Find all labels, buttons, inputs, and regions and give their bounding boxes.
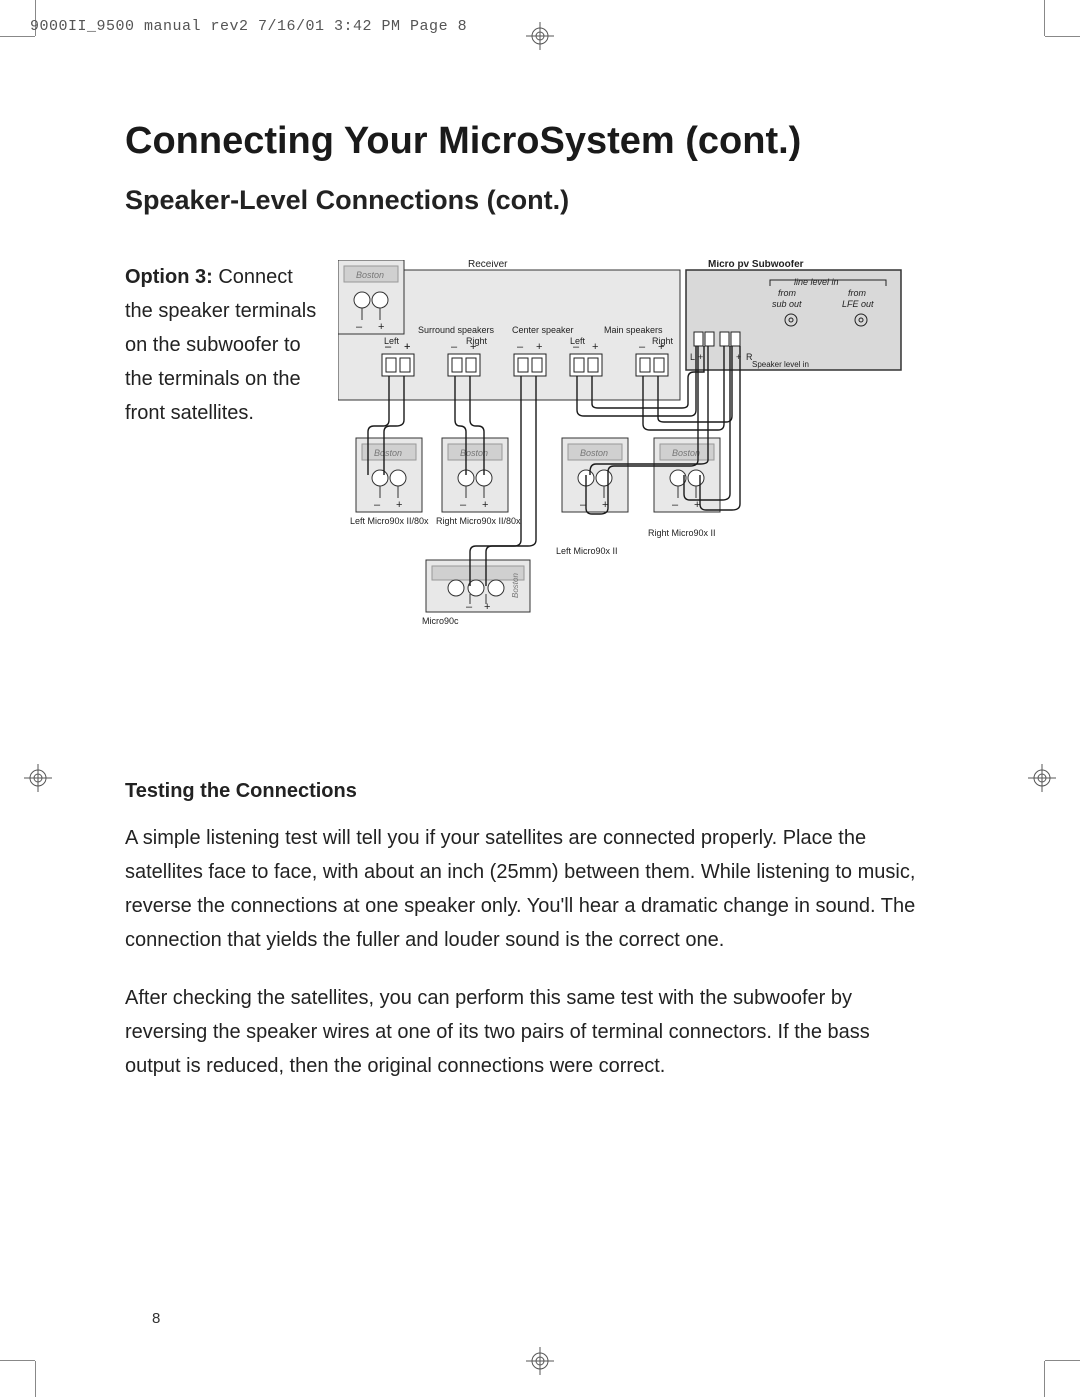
svg-text:+: + [592,341,598,353]
svg-text:+: + [536,341,542,353]
svg-text:Boston: Boston [511,573,520,598]
svg-text:line level in: line level in [794,277,839,287]
crop-mark [1044,1361,1045,1397]
registration-mark-icon [1028,764,1056,792]
receiver-label: Receiver [468,260,508,270]
svg-text:Boston: Boston [580,448,608,458]
crop-mark [0,1360,35,1361]
svg-text:–: – [517,341,524,353]
testing-paragraph-1: A simple listening test will tell you if… [125,821,925,957]
svg-text:+: + [470,341,476,353]
crop-mark [35,1361,36,1397]
svg-text:–: – [672,499,679,511]
registration-mark-icon [526,22,554,50]
svg-text:Left Micro90x II: Left Micro90x II [556,546,618,556]
registration-mark-icon [526,1347,554,1375]
svg-text:Boston: Boston [374,448,402,458]
svg-text:+: + [658,341,664,353]
option-desc-text: Connect the speaker terminals on the sub… [125,266,316,424]
svg-text:Boston: Boston [672,448,700,458]
svg-text:–: – [639,341,646,353]
wiring-diagram: Receiver Micro pv Subwoofer line level i… [338,260,903,670]
svg-text:–: – [573,341,580,353]
svg-text:Speaker level in: Speaker level in [752,360,809,369]
page-number: 8 [152,1310,160,1327]
subwoofer-label: Micro pv Subwoofer [708,260,804,270]
testing-heading: Testing the Connections [125,780,925,803]
svg-text:+: + [698,352,703,362]
option-label: Option 3: [125,266,213,288]
svg-text:LFE out: LFE out [842,299,874,309]
option-description: Option 3: Connect the speaker terminals … [125,260,320,430]
svg-text:+: + [378,321,384,333]
svg-text:Surround speakers: Surround speakers [418,325,495,335]
svg-text:–: – [466,601,473,613]
svg-text:–: – [451,341,458,353]
registration-mark-icon [24,764,52,792]
svg-text:from: from [848,288,867,298]
svg-text:–: – [356,321,363,333]
svg-text:+: + [484,601,490,613]
svg-text:–: – [460,499,467,511]
crop-mark [1045,36,1080,37]
testing-paragraph-2: After checking the satellites, you can p… [125,981,925,1083]
page-content: Connecting Your MicroSystem (cont.) Spea… [125,120,925,1107]
crop-mark [1044,0,1045,36]
svg-text:+: + [482,499,488,511]
svg-text:Right Micro90x II/80x: Right Micro90x II/80x [436,516,521,526]
svg-text:sub out: sub out [772,299,802,309]
svg-text:Main speakers: Main speakers [604,325,663,335]
svg-text:–: – [374,499,381,511]
svg-text:from: from [778,288,797,298]
svg-text:L: L [690,352,695,362]
svg-text:Boston: Boston [356,270,384,280]
page-title: Connecting Your MicroSystem (cont.) [125,120,925,163]
crop-mark [0,36,35,37]
section-subtitle: Speaker-Level Connections (cont.) [125,185,925,216]
svg-text:Right Micro90x II: Right Micro90x II [648,528,716,538]
svg-text:Left Micro90x II/80x: Left Micro90x II/80x [350,516,429,526]
print-slug: 9000II_9500 manual rev2 7/16/01 3:42 PM … [30,18,467,35]
crop-mark [1045,1360,1080,1361]
svg-text:Center speaker: Center speaker [512,325,574,335]
svg-text:+: + [396,499,402,511]
svg-text:Micro90c: Micro90c [422,616,459,626]
